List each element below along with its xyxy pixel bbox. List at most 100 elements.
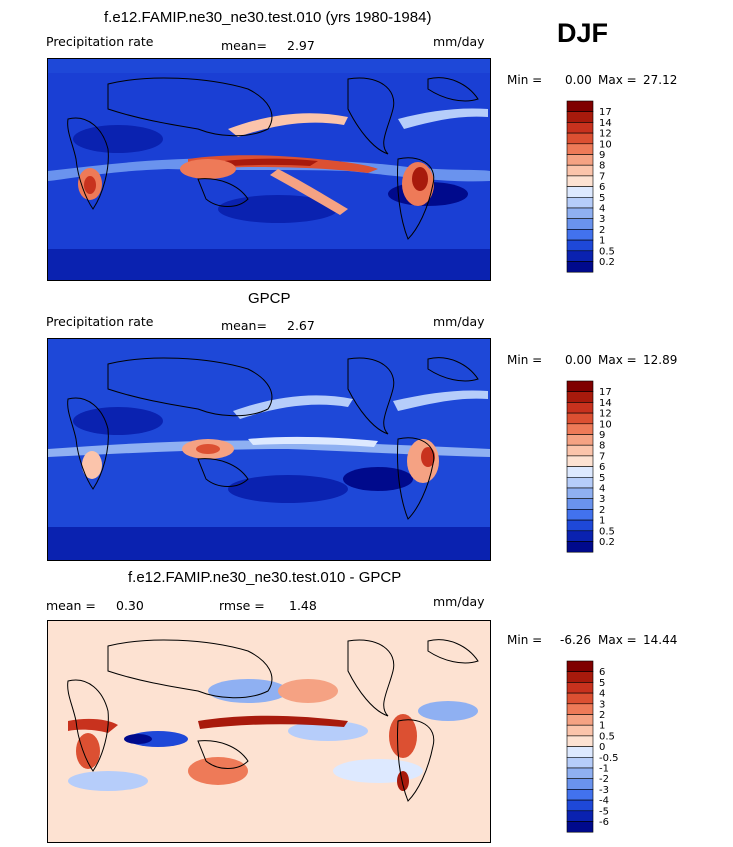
- panel-1-spcz: [270, 169, 348, 215]
- panel-2-min-value: 0.00: [565, 353, 592, 367]
- panel-3-positive-andes: [397, 771, 409, 791]
- panel-1-max-label: Max =: [598, 73, 637, 87]
- colorbar-swatch: [566, 164, 594, 177]
- panel-2-maritime-peak: [196, 444, 220, 454]
- colorbar-swatch: [566, 143, 594, 155]
- colorbar-tick-label: 6: [599, 667, 605, 678]
- colorbar-tick-label: 2: [599, 505, 605, 516]
- panel-1-itcz-peak: [208, 158, 318, 167]
- panel-2-amazon-peak: [421, 447, 435, 467]
- colorbar-swatch: [566, 487, 594, 499]
- colorbar-swatch: [566, 530, 594, 542]
- panel-1-itcz-outer: [48, 158, 490, 182]
- panel-1-amazon-peak: [412, 167, 428, 191]
- colorbar-tick-label: -4: [599, 796, 609, 807]
- colorbar-swatch: [566, 154, 594, 166]
- colorbar-tick-label: 0.5: [599, 526, 615, 537]
- colorbar-swatch: [566, 186, 594, 198]
- panel-1-colorbar: 17 14 12 10 9 8 7 6 5 4 3 2 1 0.5 0.2: [566, 100, 627, 277]
- colorbar-tick-label: 12: [599, 409, 612, 420]
- panel-2-min-label: Min =: [507, 353, 543, 367]
- colorbar-tick-label: 7: [599, 451, 605, 462]
- panel-3-negative-north-pacific: [208, 679, 288, 703]
- colorbar-tick-label: 17: [599, 107, 612, 118]
- colorbar-swatch: [566, 175, 594, 187]
- panel-1-map-svg: [48, 59, 490, 280]
- panel-1-southern-africa-peak: [84, 176, 96, 194]
- colorbar-tick-label: -1: [599, 764, 609, 775]
- panel-1-map: [47, 58, 491, 281]
- panel-2-itcz-core: [248, 436, 378, 447]
- panel-1-min-label: Min =: [507, 73, 543, 87]
- colorbar-tick-label: 3: [599, 214, 605, 225]
- colorbar-swatch: [566, 660, 594, 672]
- colorbar-swatch: [566, 724, 594, 737]
- colorbar-tick-label: -0.5: [599, 753, 619, 764]
- colorbar-swatch: [566, 402, 594, 414]
- colorbar-swatch: [566, 239, 594, 252]
- colorbar-tick-label: 9: [599, 150, 605, 161]
- colorbar-swatch: [566, 434, 594, 446]
- colorbar-tick-label: 5: [599, 193, 605, 204]
- panel-2-north-pacific-storm-track: [233, 395, 353, 419]
- colorbar-tick-label: -6: [599, 817, 609, 828]
- colorbar-tick-label: 1: [599, 516, 605, 527]
- colorbar-tick-label: 14: [599, 398, 612, 409]
- colorbar-swatch: [566, 477, 594, 489]
- panel-1-units: mm/day: [433, 34, 485, 49]
- colorbar-swatch: [566, 412, 594, 425]
- colorbar-swatch: [566, 509, 594, 521]
- colorbar-swatch: [566, 703, 594, 715]
- colorbar-swatch: [566, 391, 594, 403]
- panel-1-north-pacific-storm-track: [228, 113, 348, 137]
- panel-3-rmse-label: rmse =: [219, 598, 265, 613]
- panel-3-coastlines: [67, 639, 479, 802]
- panel-1-max-value: 27.12: [643, 73, 678, 87]
- colorbar-tick-label: 1: [599, 721, 605, 732]
- colorbar-swatch: [566, 541, 594, 553]
- panel-2-south-band: [48, 527, 490, 560]
- panel-2-dry-africa-north: [73, 407, 163, 435]
- panel-1-north-band: [48, 59, 490, 73]
- colorbar-swatch: [566, 250, 594, 262]
- colorbar-tick-label: 1: [599, 236, 605, 247]
- colorbar-tick-label: 5: [599, 678, 605, 689]
- colorbar-swatch: [566, 692, 594, 705]
- colorbar-swatch: [566, 466, 594, 478]
- colorbar-swatch: [566, 757, 594, 769]
- panel-2-max-label: Max =: [598, 353, 637, 367]
- panel-1-min-value: 0.00: [565, 73, 592, 87]
- colorbar-tick-label: -3: [599, 785, 609, 796]
- colorbar-swatch: [566, 735, 594, 747]
- panel-1-north-atlantic-storm-track: [398, 108, 488, 129]
- panel-1-variable-label: Precipitation rate: [46, 34, 154, 49]
- panel-2-map: [47, 338, 491, 561]
- colorbar-swatch: [566, 498, 594, 510]
- panel-3-min-value: -6.26: [560, 633, 592, 647]
- panel-2-north-atlantic-storm-track: [393, 390, 488, 411]
- panel-2-units: mm/day: [433, 314, 485, 329]
- panel-2-itcz-outer: [48, 440, 490, 457]
- colorbar-tick-label: 14: [599, 118, 612, 129]
- colorbar-swatch: [566, 111, 594, 123]
- colorbar-tick-label: 0.2: [599, 257, 615, 268]
- colorbar-tick-label: 12: [599, 129, 612, 140]
- colorbar-swatch: [566, 218, 594, 230]
- colorbar-swatch: [566, 132, 594, 145]
- panel-3-units: mm/day: [433, 594, 485, 609]
- colorbar-tick-label: 10: [599, 139, 612, 150]
- panel-3-positive-itcz: [198, 715, 348, 729]
- colorbar-tick-label: 0.5: [599, 731, 615, 742]
- colorbar-tick-label: 0: [599, 742, 605, 753]
- colorbar-tick-label: -2: [599, 774, 609, 785]
- colorbar-tick-label: 2: [599, 710, 605, 721]
- colorbar-tick-label: 4: [599, 689, 605, 700]
- panel-1-mean-label: mean=: [221, 38, 267, 53]
- colorbar-swatch: [566, 714, 594, 726]
- panel-3-negative-atlantic: [418, 701, 478, 721]
- colorbar-tick-label: 8: [599, 161, 605, 172]
- colorbar-swatch: [566, 122, 594, 134]
